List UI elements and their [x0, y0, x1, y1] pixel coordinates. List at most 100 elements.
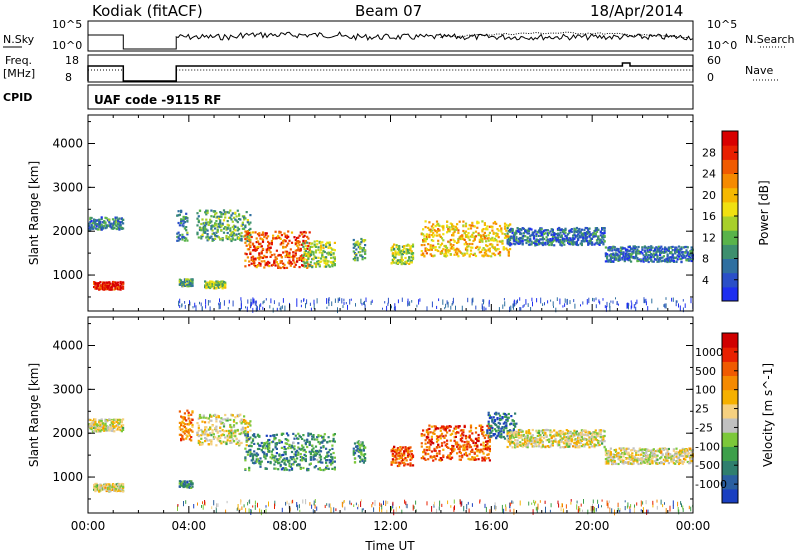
echo-cell: [322, 437, 325, 440]
echo-cell: [304, 265, 307, 268]
echo-cell: [230, 433, 233, 436]
echo-cell: [98, 282, 101, 285]
echo-cell: [411, 255, 415, 258]
echo-cell: [514, 233, 517, 236]
echo-cell: [309, 451, 312, 454]
echo-cell: [330, 256, 333, 259]
noise-cell: [651, 298, 653, 304]
echo-cell: [671, 249, 674, 252]
echo-cell: [435, 249, 439, 252]
echo-cell: [406, 259, 410, 262]
echo-cell: [287, 460, 290, 463]
noise-cell: [259, 304, 261, 309]
echo-cell: [268, 243, 271, 246]
echo-cell: [643, 246, 646, 249]
echo-cell: [103, 284, 106, 287]
echo-cell: [442, 425, 445, 428]
echo-cell: [647, 246, 650, 249]
echo-cell: [238, 232, 241, 235]
echo-cell: [466, 234, 469, 237]
echo-cell: [638, 258, 641, 261]
echo-cell: [498, 435, 502, 438]
echo-cell: [117, 425, 120, 428]
echo-cell: [486, 424, 489, 427]
freq-tick-top: 18: [65, 54, 79, 67]
echo-cell: [589, 239, 592, 242]
noise-cell: [514, 302, 516, 306]
echo-cell: [476, 448, 479, 451]
echo-cell: [391, 460, 394, 463]
echo-cell: [601, 227, 604, 230]
echo-cell: [331, 458, 334, 461]
echo-cell: [427, 452, 430, 456]
echo-cell: [360, 458, 363, 461]
echo-cell: [231, 414, 234, 417]
echo-cell: [280, 454, 283, 457]
echo-cell: [275, 249, 278, 252]
echo-cell: [435, 231, 439, 234]
echo-cell: [180, 221, 183, 225]
echo-cell: [221, 287, 224, 290]
echo-cell: [249, 227, 252, 230]
echo-cell: [409, 462, 412, 465]
echo-cell: [210, 235, 213, 238]
echo-cell: [220, 434, 223, 437]
echo-cell: [497, 425, 500, 428]
echo-cell: [356, 240, 359, 243]
echo-cell: [259, 256, 262, 259]
echo-cell: [181, 285, 184, 288]
echo-cell: [306, 266, 309, 269]
echo-cell: [597, 237, 600, 241]
echo-cell: [567, 233, 570, 236]
echo-cell: [244, 237, 247, 241]
echo-cell: [495, 222, 498, 225]
noise-cell: [676, 300, 678, 303]
echo-cell: [297, 246, 300, 249]
echo-cell: [210, 280, 213, 283]
echo-cell: [643, 245, 646, 248]
echo-cell: [288, 239, 291, 242]
echo-cell: [520, 237, 523, 240]
noise-cell: [556, 297, 558, 302]
echo-cell: [200, 416, 203, 419]
echo-cell: [477, 232, 480, 235]
echo-cell: [410, 256, 413, 259]
echo-cell: [332, 433, 335, 436]
echo-cell: [309, 252, 312, 255]
echo-cell: [326, 451, 329, 454]
echo-cell: [241, 431, 244, 434]
noise-cell: [628, 305, 629, 310]
echo-cell: [565, 239, 568, 242]
echo-cell: [90, 424, 93, 428]
echo-cell: [423, 457, 426, 460]
echo-cell: [609, 256, 612, 259]
echo-cell: [318, 453, 321, 456]
echo-cell: [319, 241, 323, 244]
echo-cell: [602, 241, 605, 244]
echo-cell: [299, 459, 302, 462]
noise-cell: [502, 304, 504, 309]
echo-cell: [325, 467, 328, 470]
echo-cell: [646, 259, 649, 262]
echo-cell: [512, 429, 515, 432]
noise-cell: [467, 297, 469, 303]
echo-cell: [406, 463, 410, 466]
echo-cell: [105, 288, 108, 291]
echo-cell: [214, 281, 217, 284]
echo-cell: [429, 455, 432, 458]
echo-cell: [311, 438, 314, 441]
echo-cell: [178, 238, 181, 241]
echo-cell: [207, 238, 210, 241]
echo-cell: [628, 259, 631, 262]
echo-cell: [95, 426, 98, 429]
echo-cell: [265, 467, 268, 470]
echo-cell: [573, 241, 576, 244]
echo-cell: [362, 461, 365, 464]
echo-cell: [632, 255, 635, 259]
noise-cell: [593, 298, 595, 301]
echo-cell: [322, 439, 325, 442]
echo-cell: [570, 228, 573, 231]
echo-cell: [661, 247, 664, 250]
echo-cell: [325, 461, 328, 464]
echo-cell: [515, 433, 518, 436]
